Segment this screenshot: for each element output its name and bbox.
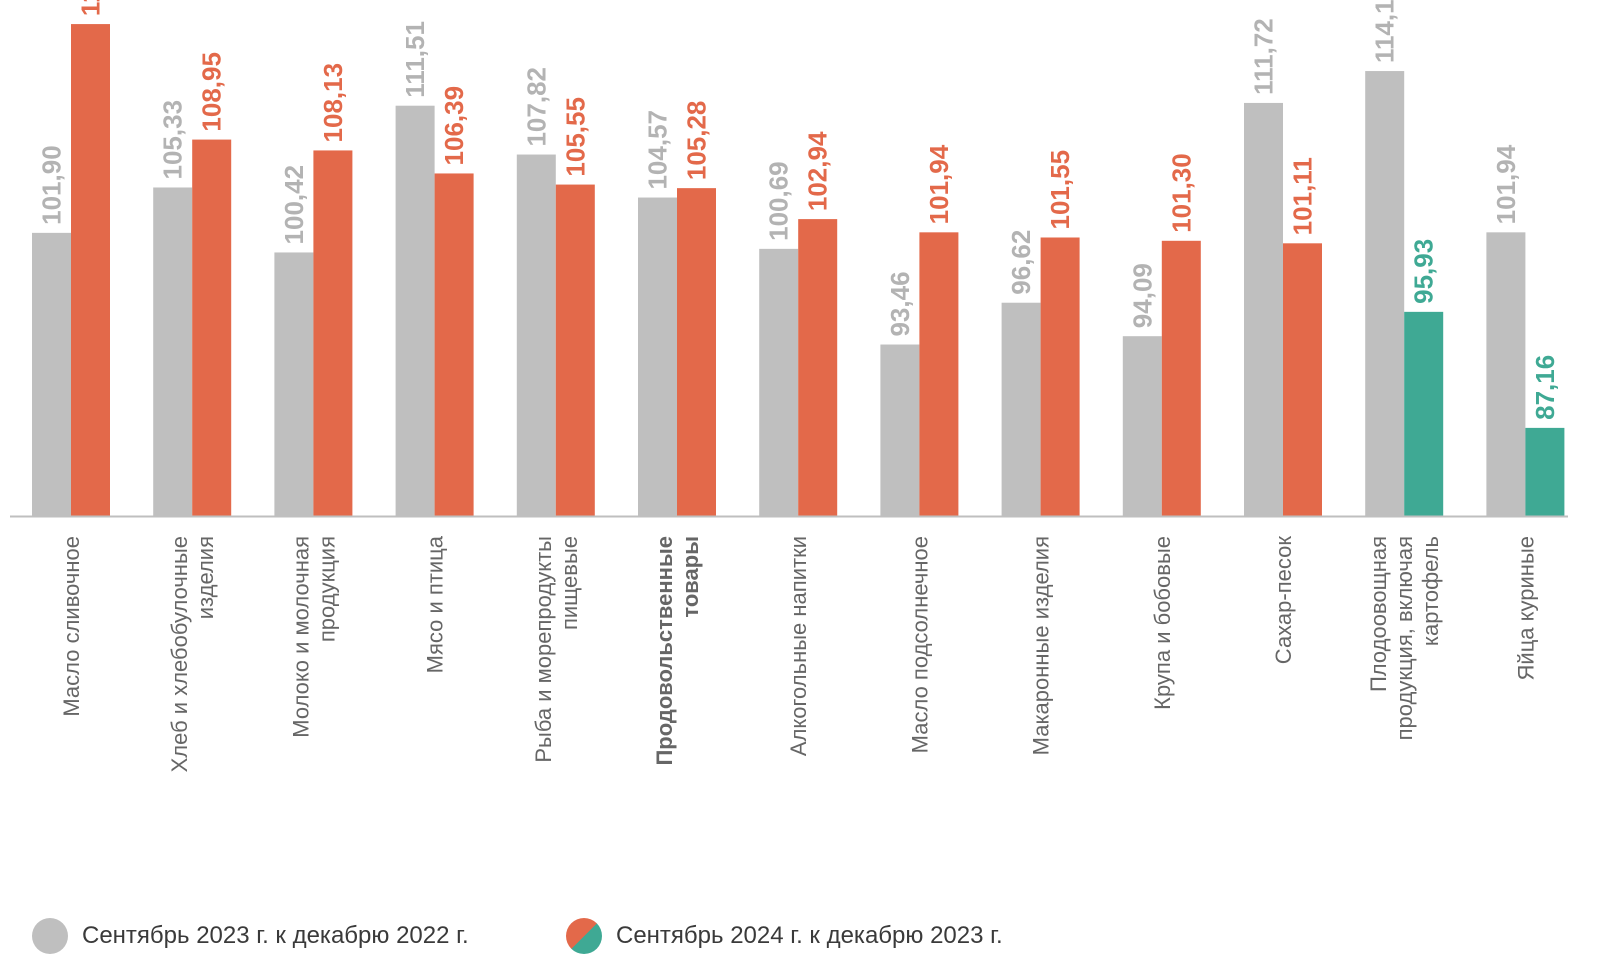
category-label: Масло сливочное [59,536,84,717]
category-label: Хлеб и хлебобулочныеизделия [167,536,218,772]
bar-2023 [32,232,71,516]
legend-label-2024: Сентябрь 2024 г. к декабрю 2023 г. [616,922,1003,949]
value-label-2024: 108,13 [318,63,348,143]
value-label-2023: 111,51 [400,21,430,98]
value-label-2024: 101,30 [1166,153,1196,233]
bar-2023 [395,105,435,517]
bar-2023 [1001,302,1041,516]
value-label-2024: 101,94 [924,144,954,224]
bar-2023 [880,344,920,516]
value-label-2024: 87,16 [1530,355,1560,420]
bar-2023 [153,187,193,517]
bar-2024 [919,232,959,516]
category-label: Плодоовощнаяпродукция, включаякартофель [1366,536,1443,740]
value-label-2024: 108,95 [197,52,227,132]
bar-2023 [1365,71,1405,517]
value-label-2024: 95,93 [1409,239,1439,304]
value-label-2023: 100,42 [279,165,309,245]
value-label-2024: 117,68 [76,0,106,16]
value-label-2024: 105,28 [682,101,712,181]
bar-chart: 101,90 117,68 Масло сливочное 105,33 108,95 Х… [10,0,1568,772]
value-label-2023: 100,69 [764,161,794,241]
bar-2023 [1244,102,1283,516]
legend-label-2023: Сентябрь 2023 г. к декабрю 2022 г. [82,922,469,949]
legend: Сентябрь 2023 г. к декабрю 2022 г. Сентя… [0,918,1603,958]
bar-2024 [1283,243,1322,516]
value-label-2023: 101,94 [1491,144,1521,224]
bar-2024 [1161,240,1201,517]
category-label: Молоко и молочнаяпродукция [288,536,339,738]
bar-2024 [1404,311,1444,516]
bar-2024 [1040,237,1080,516]
bar-2024 [434,173,474,516]
bar-2024 [192,139,232,517]
category-label: Рыба и морепродуктыпищевые [531,536,582,763]
category-label: Сахар-песок [1271,536,1296,665]
bar-2023 [638,197,677,516]
value-label-2023: 94,09 [1127,263,1157,328]
category-label: Крупа и бобовые [1150,536,1175,710]
value-label-2024: 102,94 [803,131,833,211]
value-label-2023: 105,33 [158,100,188,180]
value-label-2024: 101,11 [1288,157,1318,235]
category-label: Мясо и птица [423,535,448,673]
bar-2023 [274,252,314,517]
value-label-2023: 107,82 [521,67,551,147]
legend-marker-gray [32,918,68,954]
category-label: Яйца куриные [1513,536,1538,680]
bar-2023 [759,248,799,516]
value-label-2023: 93,46 [885,271,915,336]
bar-2024 [1525,427,1565,516]
legend-item-2023: Сентябрь 2023 г. к декабрю 2022 г. [32,918,469,954]
bar-2024 [313,150,353,517]
category-label: Макаронные изделия [1029,536,1054,755]
value-label-2024: 106,39 [439,86,469,166]
value-label-2023: 101,90 [37,145,67,225]
value-label-2024: 105,55 [560,97,590,177]
bar-2023 [1486,232,1526,516]
bar-2024 [555,184,595,517]
category-label: Продовольственныетовары [652,536,703,766]
value-label-2023: 104,57 [643,110,673,190]
bar-2024 [71,24,110,517]
category-label: Масло подсолнечное [907,536,932,753]
bar-2024 [677,188,716,516]
legend-item-2024: Сентябрь 2024 г. к декабрю 2023 г. [566,918,1003,954]
bar-2023 [1122,336,1162,516]
value-label-2023: 96,62 [1006,230,1036,295]
bar-2023 [516,154,556,516]
legend-marker-orange-teal [566,918,602,954]
value-label-2023: 114,13 [1370,0,1400,63]
value-label-2023: 111,72 [1249,18,1279,95]
value-label-2024: 101,55 [1045,150,1075,230]
bar-2024 [798,219,838,516]
category-label: Алкогольные напитки [786,536,811,756]
